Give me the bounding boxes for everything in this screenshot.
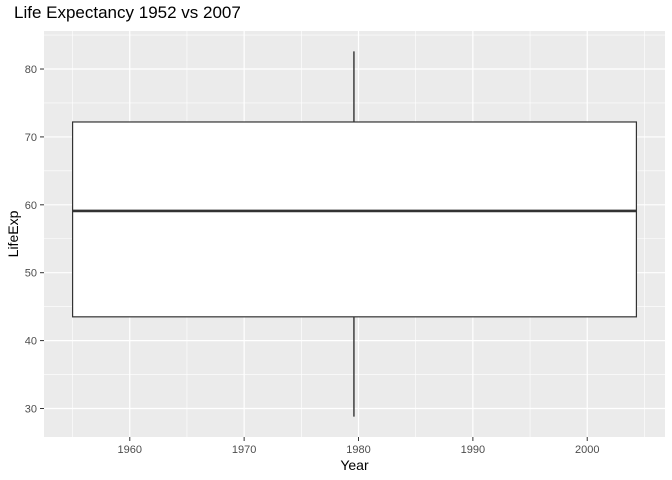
x-tick-label: 1960: [118, 444, 142, 456]
y-tick-label: 70: [25, 132, 37, 144]
x-tick-label: 1970: [232, 444, 256, 456]
x-axis: 1960 1970 1980 1990 2000: [118, 437, 599, 456]
y-tick-label: 50: [25, 268, 37, 280]
chart-title: Life Expectancy 1952 vs 2007: [14, 3, 241, 22]
x-tick-label: 2000: [575, 444, 599, 456]
x-tick-label: 1980: [346, 444, 370, 456]
boxplot-layer: [71, 51, 638, 417]
y-axis-title: LifeExp: [5, 210, 21, 257]
y-tick-label: 30: [25, 403, 37, 415]
interquartile-box: [71, 121, 638, 318]
x-axis-title: Year: [340, 457, 369, 473]
y-tick-label: 60: [25, 200, 37, 212]
x-tick-label: 1990: [461, 444, 485, 456]
y-tick-label: 80: [25, 64, 37, 76]
y-axis: 30 40 50 60 70 80: [25, 64, 44, 415]
y-tick-label: 40: [25, 336, 37, 348]
